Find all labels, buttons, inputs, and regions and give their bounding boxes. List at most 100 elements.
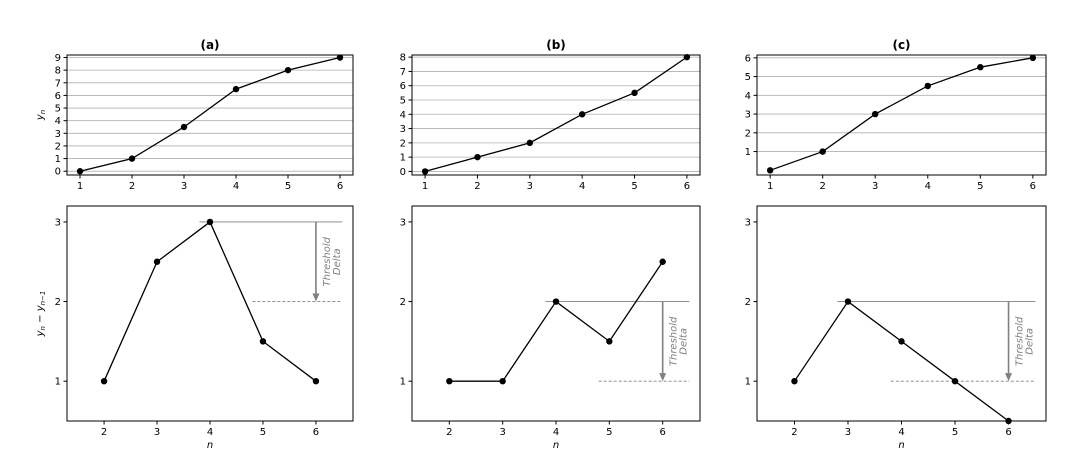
x-tick-label: 3 <box>499 427 505 438</box>
data-point <box>552 298 560 305</box>
axes-frame <box>411 54 701 176</box>
data-point <box>951 377 959 385</box>
y-axis-label: yn​ − yn−1​ <box>35 291 47 338</box>
y-tick-label: 8 <box>55 66 61 77</box>
y-tick-label: 3 <box>400 217 406 228</box>
series-line <box>449 261 664 382</box>
y-tick-label: 5 <box>400 96 406 107</box>
y-tick-label: 3 <box>55 217 61 228</box>
y-tick-label: 5 <box>745 72 751 83</box>
x-axis-label: n <box>898 440 904 451</box>
y-axis-label-group: yn​ − yn−1​ <box>35 291 47 338</box>
x-axis-label: n <box>207 440 213 451</box>
x-tick-label: 6 <box>1005 427 1011 438</box>
x-tick-label: 2 <box>791 427 797 438</box>
y-tick-label: 6 <box>55 91 61 102</box>
x-tick-label: 2 <box>446 427 452 438</box>
y-tick-label: 4 <box>55 116 61 127</box>
data-point <box>336 54 344 61</box>
data-point <box>526 139 534 147</box>
threshold-delta-label: Threshold Delta <box>669 316 690 366</box>
y-tick-label: 1 <box>745 147 751 158</box>
subplot-title: (c) <box>892 38 910 52</box>
x-tick-label: 4 <box>233 181 239 192</box>
data-point <box>898 338 905 345</box>
x-tick-label: 5 <box>631 181 637 192</box>
x-tick-label: 3 <box>154 427 160 438</box>
x-tick-label: 5 <box>285 181 291 192</box>
annotation-threshold: Threshold <box>1015 316 1026 366</box>
x-tick-label: 4 <box>579 181 585 192</box>
y-tick-label: 1 <box>745 377 751 388</box>
y-tick-label: 2 <box>400 138 406 149</box>
data-point <box>844 298 852 305</box>
y-tick-label: 5 <box>55 104 61 115</box>
x-tick-label: 6 <box>659 427 665 438</box>
data-point <box>606 338 613 345</box>
delta-arrowhead <box>312 293 320 302</box>
axes-frame <box>756 54 1047 176</box>
threshold-delta-label: Threshold Delta <box>1015 316 1036 366</box>
data-point <box>232 85 240 93</box>
annotation-delta: Delta <box>1025 328 1036 355</box>
subplot-2: 1 2 3 4 5 6 0 1 2 3 4 5 6 7 8 (b) <box>400 38 701 192</box>
y-tick-label: 8 <box>400 53 406 64</box>
data-point <box>421 168 429 175</box>
subplot-title: (b) <box>546 38 566 52</box>
y-tick-label: 7 <box>55 78 61 89</box>
series-line <box>424 56 688 173</box>
delta-arrowhead <box>1005 373 1013 382</box>
data-point <box>128 155 136 162</box>
data-point <box>312 377 320 385</box>
y-tick-label: 1 <box>55 377 61 388</box>
data-point <box>977 63 984 71</box>
y-tick-label: 4 <box>400 110 406 121</box>
y-tick-label: 6 <box>745 53 751 64</box>
x-tick-label: 2 <box>129 181 135 192</box>
data-point <box>683 53 691 61</box>
y-axis-label: yn​ <box>35 110 47 121</box>
x-tick-label: 3 <box>527 181 533 192</box>
y-tick-label: 3 <box>400 124 406 135</box>
y-tick-label: 7 <box>400 67 406 78</box>
x-tick-label: 4 <box>898 427 904 438</box>
y-tick-label: 6 <box>400 81 406 92</box>
data-point <box>766 167 774 174</box>
series-line <box>769 57 1033 171</box>
subplot-5: Threshold Delta 2 3 4 5 6 1 2 3 n <box>400 205 701 451</box>
x-tick-label: 5 <box>977 181 983 192</box>
data-point <box>153 258 161 265</box>
x-tick-label: 3 <box>181 181 187 192</box>
y-tick-label: 3 <box>745 217 751 228</box>
series-line <box>793 300 1009 422</box>
data-point <box>499 377 506 385</box>
data-point <box>180 123 188 131</box>
x-tick-label: 6 <box>1030 181 1036 192</box>
data-point <box>100 377 108 385</box>
y-tick-label: 3 <box>745 110 751 121</box>
data-point <box>924 82 931 90</box>
y-tick-label: 2 <box>400 297 406 308</box>
x-tick-label: 5 <box>606 427 612 438</box>
x-tick-label: 1 <box>77 181 83 192</box>
axes-frame <box>66 54 354 176</box>
data-point <box>446 377 453 385</box>
data-point <box>819 148 826 155</box>
data-point <box>474 153 481 161</box>
axes-frame <box>411 205 701 422</box>
annotation-threshold: Threshold <box>669 316 680 366</box>
data-point <box>578 111 586 118</box>
y-tick-label: 1 <box>400 153 406 164</box>
y-tick-label: 2 <box>745 297 751 308</box>
y-tick-label: 2 <box>55 141 61 152</box>
x-tick-label: 1 <box>767 181 773 192</box>
y-tick-label: 1 <box>400 377 406 388</box>
x-tick-label: 6 <box>337 181 343 192</box>
axes-frame <box>66 205 354 422</box>
x-tick-label: 4 <box>553 427 559 438</box>
y-tick-label: 4 <box>745 91 751 102</box>
subplot-title: (a) <box>200 38 219 52</box>
